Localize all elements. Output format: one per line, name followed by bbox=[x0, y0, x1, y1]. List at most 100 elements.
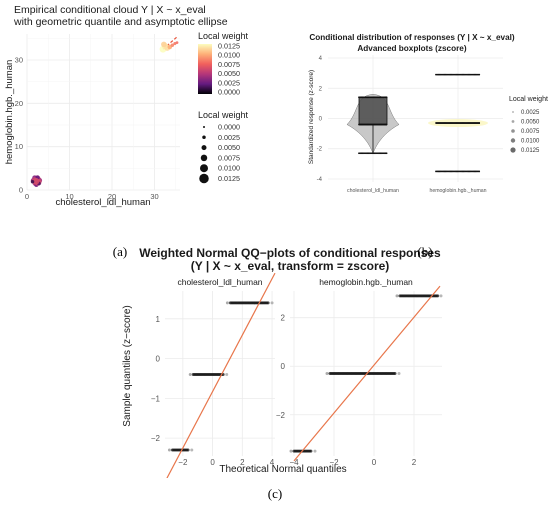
chart-a-point bbox=[30, 180, 35, 184]
chart-b-legend-label: 0.0025 bbox=[521, 110, 540, 116]
chart-a-point bbox=[175, 41, 179, 45]
chart-c-point bbox=[289, 449, 293, 453]
chart-c-point bbox=[225, 301, 229, 305]
chart-b-ytick: 4 bbox=[319, 56, 323, 62]
chart-a-colorbar bbox=[198, 44, 212, 94]
chart-a-legend-size-label: 0.0000 bbox=[218, 123, 240, 132]
chart-c-fit-line bbox=[293, 285, 441, 462]
chart-c-xlabel: Theoretical Normal quantiles bbox=[219, 464, 346, 475]
chart-c-xtick: 0 bbox=[210, 458, 215, 467]
chart-a-legend-size-label: 0.0100 bbox=[218, 164, 240, 173]
chart-b-xtick: hemoglobin.hgb._human bbox=[429, 188, 486, 194]
chart-a-ytick: 20 bbox=[15, 99, 23, 108]
chart-a-legend-color-label: 0.0000 bbox=[218, 88, 240, 97]
chart-a-legend-size-label: 0.0125 bbox=[218, 174, 240, 183]
chart-b-subtitle: Advanced boxplots (zscore) bbox=[357, 44, 466, 53]
chart-c-point bbox=[395, 294, 399, 298]
chart-c-point bbox=[313, 449, 317, 453]
chart-b: Conditional distribution of responses (Y… bbox=[308, 33, 548, 194]
chart-c-fit-line bbox=[166, 272, 276, 478]
chart-c-point bbox=[190, 448, 194, 452]
chart-c-xtick: 4 bbox=[270, 458, 275, 467]
chart-a-legend-size-title: Local weight bbox=[198, 110, 249, 120]
caption-a: (a) bbox=[112, 244, 128, 259]
chart-a-legend-color-label: 0.0050 bbox=[218, 69, 240, 78]
chart-c-ytick: 0 bbox=[156, 355, 161, 364]
chart-b-ytick: -4 bbox=[317, 177, 323, 183]
chart-c-subtitle: (Y | X ~ x_eval, transform = zscore) bbox=[191, 259, 390, 273]
chart-c: Weighted Normal QQ−plots of conditional … bbox=[122, 246, 443, 478]
chart-b-legend-dot bbox=[511, 129, 515, 133]
chart-a-xlabel: cholesterol_ldl_human bbox=[55, 197, 150, 208]
chart-b-ytick: 2 bbox=[319, 86, 323, 92]
chart-a-quantile-line bbox=[162, 35, 179, 50]
chart-c-xtick: −2 bbox=[329, 458, 339, 467]
chart-b-point bbox=[478, 122, 481, 124]
chart-c-point bbox=[439, 294, 443, 298]
chart-c-ytick: −2 bbox=[151, 434, 161, 443]
chart-c-point bbox=[393, 372, 397, 375]
chart-c-ytick: 1 bbox=[156, 315, 161, 324]
chart-a-legend-size-dot bbox=[199, 173, 209, 184]
chart-b-legend-dot bbox=[511, 120, 515, 123]
chart-b-point bbox=[385, 96, 388, 99]
chart-c-point bbox=[225, 372, 229, 376]
chart-a-xtick: 10 bbox=[65, 192, 73, 201]
chart-c-point bbox=[270, 301, 274, 305]
chart-b-legend-dot bbox=[510, 138, 516, 143]
chart-a-legend-size-label: 0.0025 bbox=[218, 133, 240, 142]
chart-c-ytick: 0 bbox=[281, 362, 286, 371]
chart-b-ylabel: Standardized response (z-score) bbox=[308, 70, 315, 164]
chart-b-point bbox=[478, 170, 481, 173]
chart-a-legend-size-dot bbox=[200, 164, 208, 173]
chart-c-ytick: −1 bbox=[151, 394, 161, 403]
chart-c-point bbox=[167, 448, 171, 452]
chart-b-box bbox=[358, 96, 388, 125]
chart-a-legend-size-dot bbox=[202, 135, 206, 140]
chart-c-ytick: −2 bbox=[276, 411, 286, 420]
chart-c-ytick: 2 bbox=[281, 314, 286, 323]
chart-b-ytick: -2 bbox=[317, 147, 323, 153]
chart-c-facet-title: hemoglobin.hgb._human bbox=[319, 277, 413, 287]
chart-b-legend-dot bbox=[512, 111, 514, 113]
chart-b-legend-label: 0.0075 bbox=[521, 129, 540, 135]
chart-a-ytick: 0 bbox=[19, 186, 23, 195]
chart-c-point bbox=[186, 448, 190, 452]
chart-b-legend-label: 0.0100 bbox=[521, 139, 540, 145]
chart-a-legend-color-label: 0.0025 bbox=[218, 78, 240, 87]
chart-a-title: Empirical conditional cloud Y | X ~ x_ev… bbox=[14, 4, 206, 16]
chart-a-xtick: 20 bbox=[108, 192, 116, 201]
chart-c-point bbox=[325, 372, 329, 375]
chart-c-point bbox=[266, 301, 270, 305]
chart-c-ylabel: Sample quantiles (z−score) bbox=[122, 305, 133, 426]
chart-a-legend-color-label: 0.0100 bbox=[218, 51, 240, 60]
chart-c-point bbox=[188, 372, 192, 376]
chart-a-xtick: 0 bbox=[25, 192, 29, 201]
chart-b-point bbox=[385, 152, 388, 155]
chart-a-ytick: 30 bbox=[15, 56, 23, 65]
chart-c-xtick: 2 bbox=[412, 458, 417, 467]
chart-b-legend-label: 0.0125 bbox=[521, 148, 540, 154]
chart-b-title: Conditional distribution of responses (Y… bbox=[309, 33, 515, 42]
chart-a-ytick: 10 bbox=[15, 142, 23, 151]
chart-a-xtick: 30 bbox=[150, 192, 158, 201]
chart-c-xtick: 2 bbox=[240, 458, 245, 467]
chart-c-facet-title: cholesterol_ldl_human bbox=[177, 277, 262, 287]
chart-a-legend-size-dot bbox=[200, 154, 208, 162]
chart-a-point bbox=[161, 41, 167, 48]
chart-c-xtick: 0 bbox=[372, 458, 377, 467]
chart-c-point bbox=[397, 372, 401, 375]
chart-c-xtick: −4 bbox=[289, 458, 299, 467]
chart-b-xtick: cholesterol_ldl_human bbox=[347, 188, 399, 194]
chart-c-point bbox=[436, 294, 440, 298]
chart-a-legend-color-label: 0.0125 bbox=[218, 42, 240, 51]
chart-a-legend-size-dot bbox=[203, 126, 205, 128]
chart-c-title: Weighted Normal QQ−plots of conditional … bbox=[139, 246, 441, 260]
chart-b-point bbox=[385, 123, 388, 126]
chart-a-legend-size-label: 0.0050 bbox=[218, 143, 240, 152]
chart-a-legend-size-dot bbox=[201, 145, 207, 151]
chart-a-point bbox=[170, 43, 175, 47]
chart-a-legend-color-label: 0.0075 bbox=[218, 60, 240, 69]
chart-a-legend-color-title: Local weight bbox=[198, 31, 249, 41]
chart-a-ylabel: hemoglobin.hgb._human bbox=[4, 60, 15, 165]
